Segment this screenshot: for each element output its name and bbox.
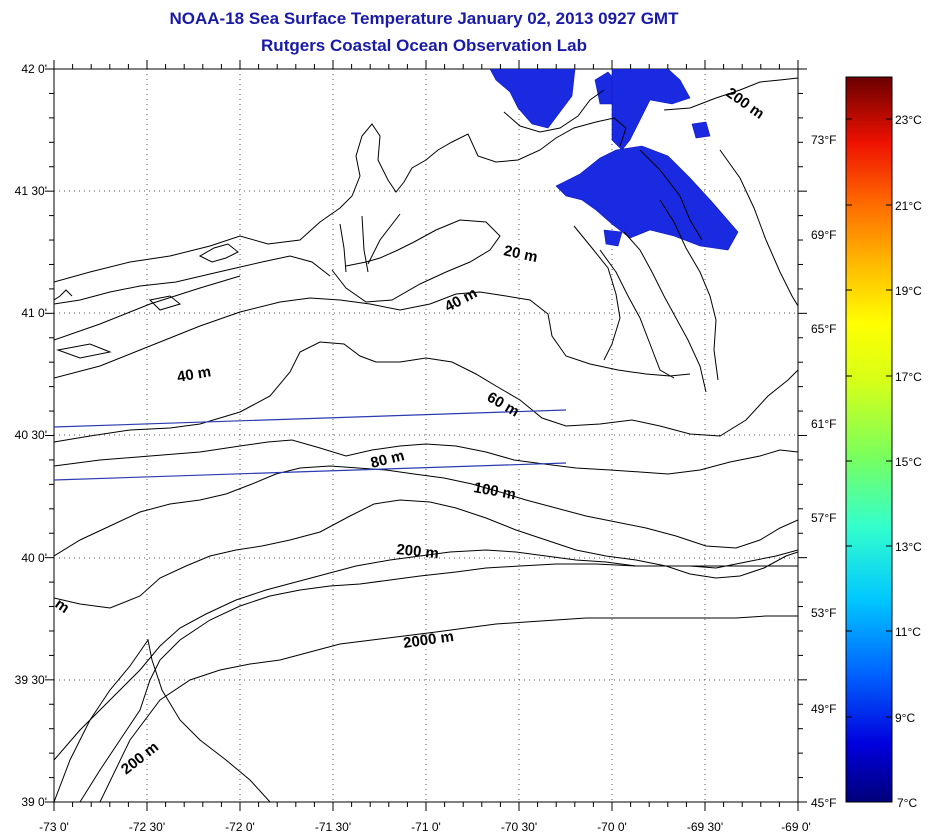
celsius-label: 15°C	[895, 455, 922, 469]
lon-label: -71 0'	[411, 820, 441, 834]
lon-label: -69 0'	[781, 820, 811, 834]
contour-label: 2000 m	[402, 628, 455, 652]
fahrenheit-label: 61°F	[811, 417, 836, 431]
contour-label: 200 m	[396, 541, 440, 562]
lat-label: 39 0'	[21, 795, 47, 809]
lon-label: -72 0'	[225, 820, 255, 834]
lon-label: -71 30'	[315, 820, 351, 834]
lon-label: -72 30'	[129, 820, 165, 834]
longitude-labels: -73 0' -72 30' -72 0' -71 30' -71 0' -70…	[39, 820, 811, 834]
contour-label: 20 m	[502, 242, 539, 266]
fahrenheit-labels: 73°F 69°F 65°F 61°F 57°F 53°F 49°F 45°F	[811, 133, 836, 810]
depth-contours	[54, 289, 798, 802]
lat-label: 40 30'	[15, 428, 47, 442]
map-subtitle: Rutgers Coastal Ocean Observation Lab	[261, 36, 587, 55]
celsius-labels: 23°C 21°C 19°C 17°C 15°C 13°C 11°C 9°C 7…	[895, 113, 922, 810]
tick-marks	[45, 60, 807, 811]
lat-label: 39 30'	[15, 673, 47, 687]
coastline	[54, 77, 798, 393]
celsius-label: 7°C	[897, 796, 917, 810]
lat-label: 41 0'	[21, 306, 47, 320]
lat-label: 40 0'	[21, 551, 47, 565]
celsius-label: 13°C	[895, 540, 922, 554]
celsius-label: 9°C	[895, 711, 915, 725]
celsius-label: 21°C	[895, 199, 922, 213]
celsius-label: 23°C	[895, 113, 922, 127]
fahrenheit-label: 49°F	[811, 702, 836, 716]
lon-label: -70 0'	[597, 820, 627, 834]
lat-label: 42 0'	[21, 62, 47, 76]
fahrenheit-label: 53°F	[811, 606, 836, 620]
lon-label: -69 30'	[687, 820, 723, 834]
contour-label: 40 m	[176, 363, 213, 386]
fahrenheit-label: 57°F	[811, 511, 836, 525]
latitude-labels: 42 0' 41 30' 41 0' 40 30' 40 0' 39 30' 3…	[15, 62, 47, 809]
celsius-label: 11°C	[895, 625, 921, 639]
lon-label: -70 30'	[501, 820, 537, 834]
fahrenheit-label: 45°F	[811, 796, 836, 810]
satellite-tracks	[54, 409, 567, 481]
lat-label: 41 30'	[15, 184, 47, 198]
celsius-label: 19°C	[895, 284, 922, 298]
colorbar-ticks	[846, 118, 892, 718]
sst-colorbar	[845, 76, 893, 803]
map-title: NOAA-18 Sea Surface Temperature January …	[169, 9, 679, 28]
fahrenheit-label: 73°F	[811, 133, 836, 147]
fahrenheit-label: 65°F	[811, 322, 836, 336]
fahrenheit-label: 69°F	[811, 228, 836, 242]
lon-label: -73 0'	[39, 820, 69, 834]
celsius-label: 17°C	[895, 370, 922, 384]
